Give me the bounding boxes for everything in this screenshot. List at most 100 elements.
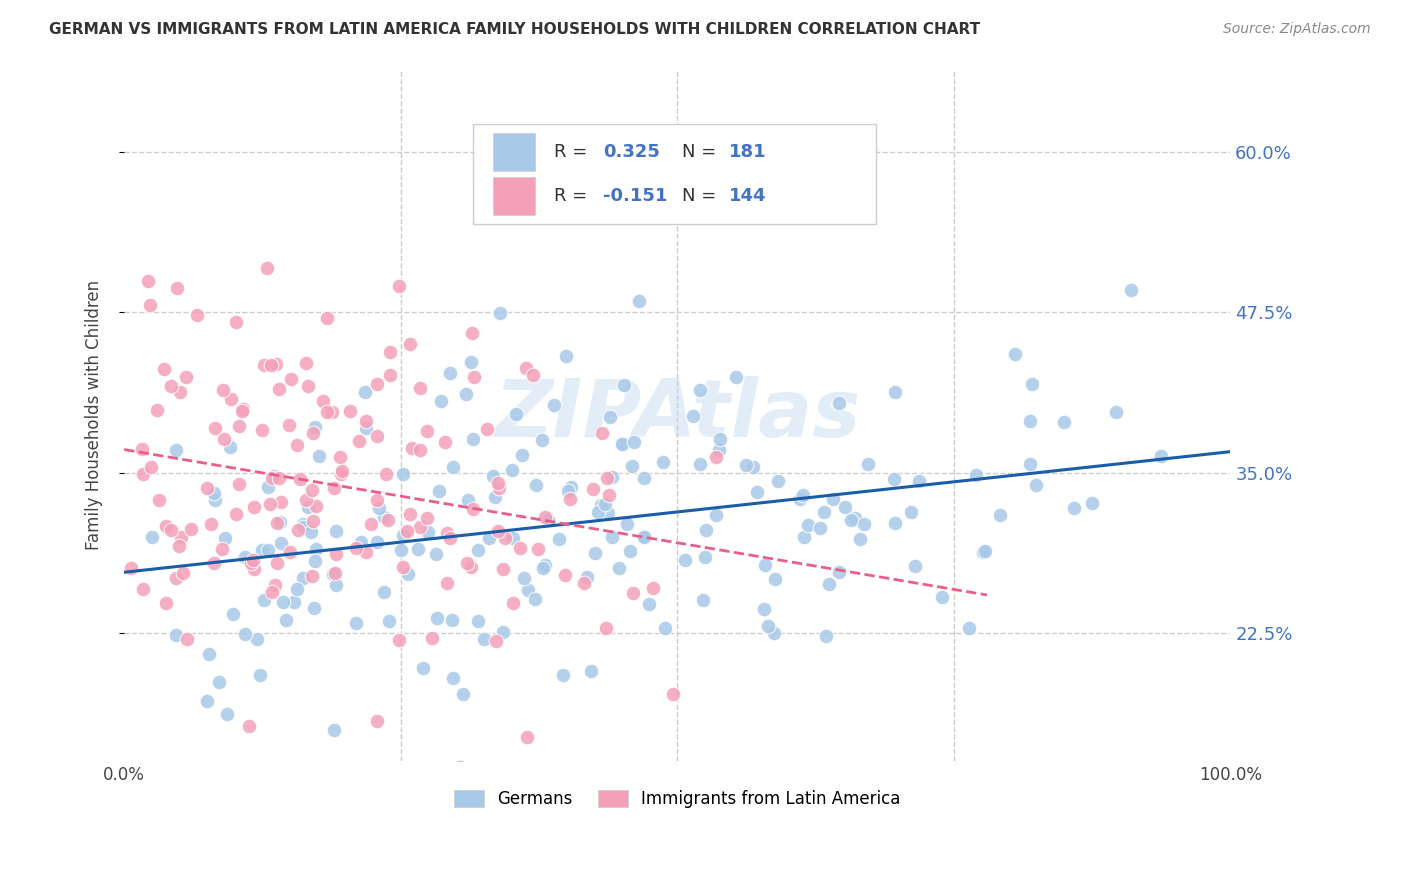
- Point: [430, 393, 453, 408]
- Point: [607, 561, 630, 575]
- Point: [856, 457, 879, 471]
- Point: [409, 520, 432, 534]
- Point: [1149, 449, 1171, 463]
- Point: [884, 516, 907, 530]
- Point: [159, 524, 181, 538]
- Point: [396, 567, 419, 582]
- Point: [321, 405, 343, 419]
- Point: [176, 632, 198, 647]
- Point: [274, 613, 297, 627]
- Point: [243, 562, 266, 576]
- Point: [409, 442, 432, 457]
- Point: [344, 541, 367, 555]
- Point: [214, 531, 236, 545]
- Point: [215, 706, 238, 721]
- Point: [165, 571, 187, 585]
- Point: [200, 516, 222, 531]
- Point: [704, 508, 727, 523]
- Point: [295, 355, 318, 369]
- Point: [165, 628, 187, 642]
- Point: [494, 532, 516, 546]
- Point: [515, 361, 537, 376]
- Point: [643, 581, 665, 595]
- Point: [174, 370, 197, 384]
- Point: [377, 614, 399, 628]
- Point: [304, 420, 326, 434]
- Point: [844, 511, 866, 525]
- Point: [392, 467, 415, 482]
- Point: [305, 499, 328, 513]
- Point: [620, 458, 643, 473]
- Point: [322, 567, 344, 582]
- Point: [242, 552, 264, 566]
- Point: [460, 354, 482, 368]
- Point: [884, 384, 907, 399]
- Point: [454, 387, 477, 401]
- Point: [287, 438, 309, 452]
- Point: [572, 576, 595, 591]
- Text: ZIPAtlas: ZIPAtlas: [494, 376, 860, 454]
- Point: [735, 458, 758, 473]
- Point: [537, 513, 560, 527]
- Point: [231, 404, 253, 418]
- Point: [828, 566, 851, 580]
- Point: [260, 358, 283, 372]
- Point: [478, 531, 501, 545]
- Point: [373, 585, 395, 599]
- Point: [323, 723, 346, 738]
- FancyBboxPatch shape: [492, 133, 534, 171]
- Point: [416, 424, 439, 438]
- Point: [299, 524, 322, 539]
- Point: [366, 428, 388, 442]
- Point: [325, 524, 347, 539]
- Point: [449, 760, 471, 774]
- Point: [141, 530, 163, 544]
- Point: [475, 422, 498, 436]
- Point: [591, 425, 613, 440]
- Point: [583, 546, 606, 560]
- Point: [1025, 478, 1047, 492]
- Point: [848, 532, 870, 546]
- Point: [931, 590, 953, 604]
- Point: [512, 571, 534, 585]
- Text: GERMAN VS IMMIGRANTS FROM LATIN AMERICA FAMILY HOUSEHOLDS WITH CHILDREN CORRELAT: GERMAN VS IMMIGRANTS FROM LATIN AMERICA …: [49, 22, 980, 37]
- Point: [202, 486, 225, 500]
- Point: [297, 500, 319, 514]
- Point: [380, 368, 402, 382]
- Point: [325, 566, 347, 581]
- Point: [295, 493, 318, 508]
- Point: [516, 582, 538, 597]
- Point: [600, 469, 623, 483]
- Point: [456, 556, 478, 570]
- Point: [439, 366, 461, 380]
- Point: [633, 471, 655, 485]
- Point: [689, 457, 711, 471]
- Point: [211, 542, 233, 557]
- Point: [633, 529, 655, 543]
- Point: [973, 544, 995, 558]
- Point: [682, 409, 704, 424]
- Point: [155, 596, 177, 610]
- Point: [235, 550, 257, 565]
- Point: [388, 632, 411, 647]
- Point: [380, 345, 402, 359]
- Point: [485, 634, 508, 648]
- Point: [259, 497, 281, 511]
- Point: [589, 498, 612, 512]
- Point: [197, 481, 219, 495]
- Point: [486, 524, 509, 538]
- Point: [148, 493, 170, 508]
- Point: [401, 442, 423, 456]
- Point: [239, 556, 262, 570]
- Point: [392, 559, 415, 574]
- Point: [263, 578, 285, 592]
- Point: [270, 494, 292, 508]
- Point: [354, 545, 377, 559]
- Point: [613, 378, 636, 392]
- Point: [1053, 415, 1076, 429]
- Point: [1019, 457, 1042, 471]
- Point: [301, 514, 323, 528]
- Point: [271, 595, 294, 609]
- Point: [463, 370, 485, 384]
- Point: [460, 560, 482, 574]
